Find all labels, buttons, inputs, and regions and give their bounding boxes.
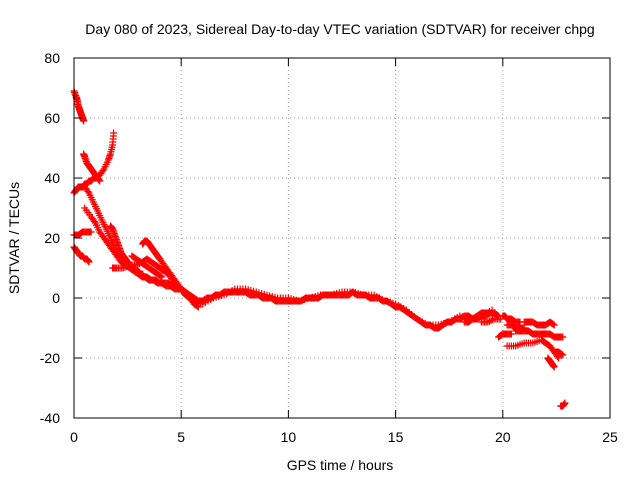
data-point bbox=[99, 167, 107, 174]
data-point bbox=[549, 320, 557, 328]
series-track-a bbox=[70, 87, 88, 125]
data-points bbox=[70, 87, 569, 410]
series-track-m bbox=[460, 309, 503, 326]
series-track-r bbox=[512, 327, 550, 338]
data-point bbox=[550, 363, 558, 371]
series-track-o bbox=[499, 312, 524, 326]
data-point bbox=[559, 351, 567, 359]
data-point bbox=[139, 270, 147, 278]
y-tick-label: -40 bbox=[40, 410, 60, 426]
data-point bbox=[121, 263, 129, 271]
series-track-d bbox=[70, 228, 95, 239]
y-tick-label: 60 bbox=[44, 110, 60, 126]
data-point bbox=[487, 317, 495, 324]
data-point bbox=[555, 354, 563, 362]
grid-lines bbox=[74, 58, 610, 418]
axis-ticks: 0 5 10 15 20 25 -40 -20 0 20 40 60 80 bbox=[40, 50, 618, 445]
data-point bbox=[85, 258, 93, 266]
data-point bbox=[110, 129, 118, 137]
data-point bbox=[489, 316, 497, 324]
data-point bbox=[484, 318, 492, 326]
data-point bbox=[123, 263, 131, 270]
y-tick-label: -20 bbox=[40, 350, 60, 366]
x-axis-label: GPS time / hours bbox=[287, 457, 394, 473]
data-point bbox=[558, 350, 566, 358]
data-point bbox=[119, 264, 127, 272]
chart-title: Day 080 of 2023, Sidereal Day-to-day VTE… bbox=[85, 21, 594, 37]
data-point bbox=[90, 218, 98, 225]
series-track-u bbox=[503, 336, 563, 362]
x-tick-label: 0 bbox=[70, 429, 78, 445]
x-tick-label: 15 bbox=[388, 429, 404, 445]
x-tick-label: 20 bbox=[495, 429, 511, 445]
series-track-k bbox=[128, 252, 166, 281]
data-point bbox=[84, 188, 92, 195]
data-point bbox=[158, 273, 166, 281]
data-point bbox=[157, 272, 165, 280]
x-tick-label: 5 bbox=[177, 429, 185, 445]
series-track-c bbox=[80, 150, 104, 185]
data-point bbox=[561, 399, 569, 407]
series-track-s bbox=[520, 318, 558, 329]
y-tick-label: 40 bbox=[44, 170, 60, 186]
data-point bbox=[132, 261, 140, 269]
x-tick-label: 10 bbox=[281, 429, 297, 445]
data-point bbox=[80, 117, 88, 125]
data-point bbox=[124, 262, 132, 270]
y-tick-label: 80 bbox=[44, 50, 60, 66]
y-tick-label: 20 bbox=[44, 230, 60, 246]
y-axis-label: SDTVAR / TECUs bbox=[6, 182, 22, 294]
data-point bbox=[193, 302, 201, 310]
series-track-v bbox=[550, 348, 567, 359]
series-track-b bbox=[70, 129, 118, 197]
series-track-t bbox=[542, 330, 567, 341]
series-track-main-2 bbox=[181, 285, 496, 329]
series-track-e bbox=[70, 243, 93, 266]
series-track-q bbox=[495, 330, 515, 341]
series-track-n bbox=[477, 315, 505, 326]
data-point bbox=[96, 177, 104, 185]
series-track-g bbox=[81, 183, 183, 293]
data-point bbox=[550, 321, 558, 329]
data-point bbox=[485, 317, 493, 325]
x-tick-label: 25 bbox=[602, 429, 618, 445]
data-point bbox=[87, 228, 95, 236]
series-track-x bbox=[557, 399, 569, 410]
data-point bbox=[559, 333, 567, 341]
series-track-w bbox=[544, 354, 558, 371]
y-tick-label: 0 bbox=[52, 290, 60, 306]
data-point bbox=[507, 330, 515, 338]
